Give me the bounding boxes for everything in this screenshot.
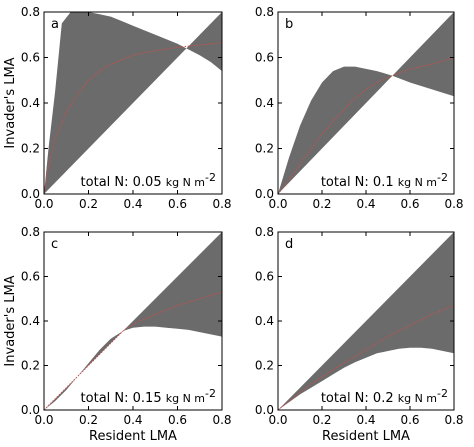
panel-letter: c (51, 237, 58, 252)
panel-b: 0.0 0.2 0.4 0.6 0.8 0.0 0.2 0.4 0.6 0.8 b total N: … (255, 5, 464, 211)
panel-letter: d (285, 237, 293, 252)
y-tick-label: 0.6 (255, 51, 274, 65)
x-tick-label: 0.0 (268, 413, 287, 427)
x-tick-label: 0.6 (168, 413, 187, 427)
x-tick-label: 0.2 (312, 197, 331, 211)
x-tick-label: 0.0 (34, 197, 53, 211)
x-tick-label: 0.2 (312, 413, 331, 427)
panel-c: 0.0 0.2 0.4 0.6 0.8 0.0 0.2 0.4 0.6 0.8 c total N: … (3, 225, 232, 444)
x-tick-label: 0.0 (34, 413, 53, 427)
x-axis-label: Resident LMA (89, 429, 177, 444)
y-tick-label: 0.2 (21, 359, 40, 373)
y-tick-label: 0.6 (21, 270, 40, 284)
y-tick-label: 0.4 (21, 96, 40, 110)
x-tick-label: 0.4 (356, 197, 375, 211)
total-n-annotation: total N: 0.2 kg N m-2 (321, 387, 448, 406)
total-n-annotation: total N: 0.1 kg N m-2 (321, 171, 448, 190)
y-tick-label: 0.2 (21, 142, 40, 156)
panel-d: 0.0 0.2 0.4 0.6 0.8 0.0 0.2 0.4 0.6 0.8 d total N: … (255, 225, 464, 444)
x-tick-label: 0.4 (356, 413, 375, 427)
y-tick-label: 0.2 (255, 142, 274, 156)
red-curve-a (44, 42, 222, 194)
y-tick-label: 0.6 (21, 51, 40, 65)
y-tick-label: 0.2 (255, 359, 274, 373)
y-tick-label: 0.8 (21, 225, 40, 239)
red-curve-b (278, 57, 454, 194)
y-tick-label: 0.8 (21, 5, 40, 19)
y-tick-label: 0.8 (255, 5, 274, 19)
red-curve-d (278, 304, 454, 410)
shaded-region-a (44, 12, 222, 194)
panel-a: 0.0 0.2 0.4 0.6 0.8 0.0 0.2 0.4 0.6 0.8 a total N: … (3, 5, 232, 211)
x-tick-label: 0.8 (444, 197, 463, 211)
x-tick-label: 0.4 (123, 197, 142, 211)
total-n-annotation: total N: 0.05 kg N m-2 (81, 171, 216, 190)
x-tick-label: 0.2 (79, 197, 98, 211)
y-tick-label: 0.4 (255, 96, 274, 110)
x-tick-label: 0.0 (268, 197, 287, 211)
x-tick-label: 0.2 (79, 413, 98, 427)
total-n-annotation: total N: 0.15 kg N m-2 (81, 387, 216, 406)
y-tick-label: 0.0 (21, 403, 40, 417)
x-tick-label: 0.8 (444, 413, 463, 427)
x-tick-label: 0.4 (123, 413, 142, 427)
y-tick-label: 0.4 (21, 314, 40, 328)
x-tick-label: 0.8 (212, 413, 231, 427)
y-tick-label: 0.8 (255, 225, 274, 239)
y-axis-label: Invader's LMA (3, 57, 18, 148)
x-tick-label: 0.8 (212, 197, 231, 211)
y-tick-label: 0.0 (255, 187, 274, 201)
y-tick-label: 0.0 (21, 187, 40, 201)
y-tick-label: 0.6 (255, 270, 274, 284)
y-axis-label: Invader's LMA (3, 275, 18, 366)
panel-letter: a (51, 17, 59, 32)
panel-letter: b (285, 17, 293, 32)
y-tick-label: 0.4 (255, 314, 274, 328)
x-tick-label: 0.6 (400, 197, 419, 211)
shaded-region-d (278, 232, 454, 410)
x-axis-label: Resident LMA (322, 429, 410, 444)
shaded-region-c (44, 232, 222, 410)
y-tick-label: 0.0 (255, 403, 274, 417)
shaded-region-b (278, 12, 454, 194)
x-tick-label: 0.6 (168, 197, 187, 211)
x-tick-label: 0.6 (400, 413, 419, 427)
red-curve-c (44, 291, 222, 410)
